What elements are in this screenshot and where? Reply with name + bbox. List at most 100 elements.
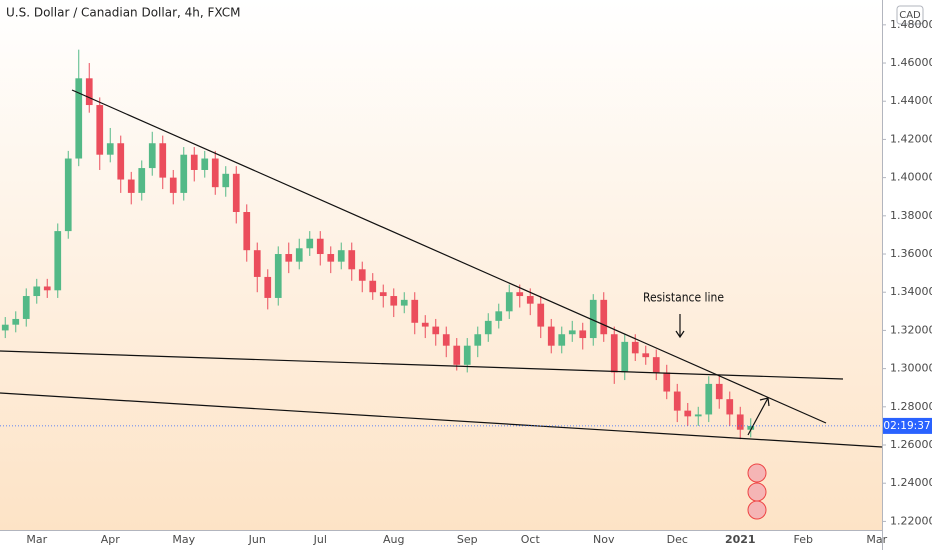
candle-body (106, 143, 114, 155)
candle-body (547, 326, 555, 346)
lower-channel-line (0, 392, 883, 448)
candle-body (96, 105, 104, 155)
candle-body (138, 168, 146, 193)
countdown-label: 02:19:37 (883, 420, 930, 432)
y-tick-label: 1.42000 (890, 132, 932, 145)
annotation-text: Resistance line (643, 291, 724, 305)
event-icons (747, 463, 767, 520)
candle-body (663, 372, 671, 392)
x-tick-label: Nov (593, 533, 615, 546)
candle-body (463, 345, 471, 365)
candle-body (159, 143, 167, 178)
candle-body (180, 154, 188, 193)
candle-body (568, 330, 576, 335)
candle-body (537, 303, 545, 327)
y-tick-label: 1.34000 (890, 285, 932, 298)
candle-body (484, 320, 492, 335)
x-tick-label: Apr (101, 533, 121, 546)
event-icon (747, 500, 767, 520)
candle-body (306, 238, 314, 249)
x-tick-label: Mar (26, 533, 47, 546)
candle-body (453, 345, 461, 365)
candle-body (421, 322, 429, 327)
currency-label[interactable]: CAD (899, 10, 921, 21)
y-tick-label: 1.30000 (890, 362, 932, 375)
candle-body (117, 143, 125, 180)
countdown-box (883, 417, 932, 434)
candle-body (54, 231, 62, 291)
x-tick-label: Feb (794, 533, 813, 546)
candle-body (190, 154, 198, 170)
x-tick-label: Jun (248, 533, 266, 546)
candle-body (495, 311, 503, 321)
x-tick-label: Dec (667, 533, 688, 546)
candle-body (505, 292, 513, 312)
candle-body (400, 299, 408, 306)
candle-body (589, 299, 597, 339)
candle-body (631, 341, 639, 354)
annotation-arrow (675, 314, 685, 339)
x-tick-label: Aug (383, 533, 404, 546)
event-icon (747, 482, 767, 502)
y-tick-label: 1.26000 (890, 438, 932, 451)
candle-body (327, 254, 335, 262)
x-tick-label: Mar (866, 533, 887, 546)
candle-body (747, 425, 755, 430)
drawings (0, 89, 883, 448)
candle-body (579, 330, 587, 339)
candle-body (264, 276, 272, 298)
candle-body (43, 286, 51, 291)
x-tick-label: 2021 (725, 533, 756, 546)
candle-body (75, 78, 83, 159)
candle-body (369, 280, 377, 293)
x-tick-label: May (172, 533, 195, 546)
candle-body (337, 250, 345, 262)
y-tick-label: 1.28000 (890, 400, 932, 413)
candle-body (22, 296, 30, 319)
y-tick-label: 1.46000 (890, 56, 932, 69)
candle-body (201, 158, 209, 170)
x-tick-label: Oct (521, 533, 541, 546)
y-tick-label: 1.38000 (890, 209, 932, 222)
candle-body (243, 212, 251, 251)
currency-box[interactable] (896, 5, 924, 25)
candle-body (516, 292, 524, 297)
candle-body (390, 296, 398, 306)
candle-body (12, 318, 20, 325)
candle-body (673, 391, 681, 411)
candle-body (295, 248, 303, 262)
projection-arrow (747, 397, 770, 436)
chart-title: U.S. Dollar / Canadian Dollar, 4h, FXCM (6, 6, 241, 20)
candle-body (222, 173, 230, 188)
axes: 1.22000 1.24000 1.26000 1.28000 1.30000 1.320… (0, 18, 932, 546)
candle-body (274, 254, 282, 298)
y-tick-label: 1.32000 (890, 323, 932, 336)
candle-body (253, 250, 261, 277)
candle-body (1, 324, 9, 331)
candle-body (211, 158, 219, 188)
x-tick-label: Jul (313, 533, 327, 546)
candle-body (232, 173, 240, 212)
plot-background (0, 0, 882, 530)
candle-body (85, 78, 93, 106)
candle-body (442, 334, 450, 346)
candle-body (316, 238, 324, 255)
candle-body (694, 414, 702, 417)
candle-body (705, 383, 713, 415)
candle-body (474, 334, 482, 346)
candle-body (652, 357, 660, 373)
candle-body (558, 334, 566, 346)
candles (1, 49, 755, 440)
y-tick-label: 1.44000 (890, 94, 932, 107)
candle-body (432, 326, 440, 335)
candle-body (684, 410, 692, 417)
y-tick-label: 1.40000 (890, 171, 932, 184)
candle-body (127, 179, 135, 193)
candle-body (64, 158, 72, 232)
y-tick-label: 1.36000 (890, 247, 932, 260)
candle-body (526, 296, 534, 304)
candle-body (600, 299, 608, 335)
candle-body (169, 177, 177, 193)
candle-body (285, 254, 293, 262)
